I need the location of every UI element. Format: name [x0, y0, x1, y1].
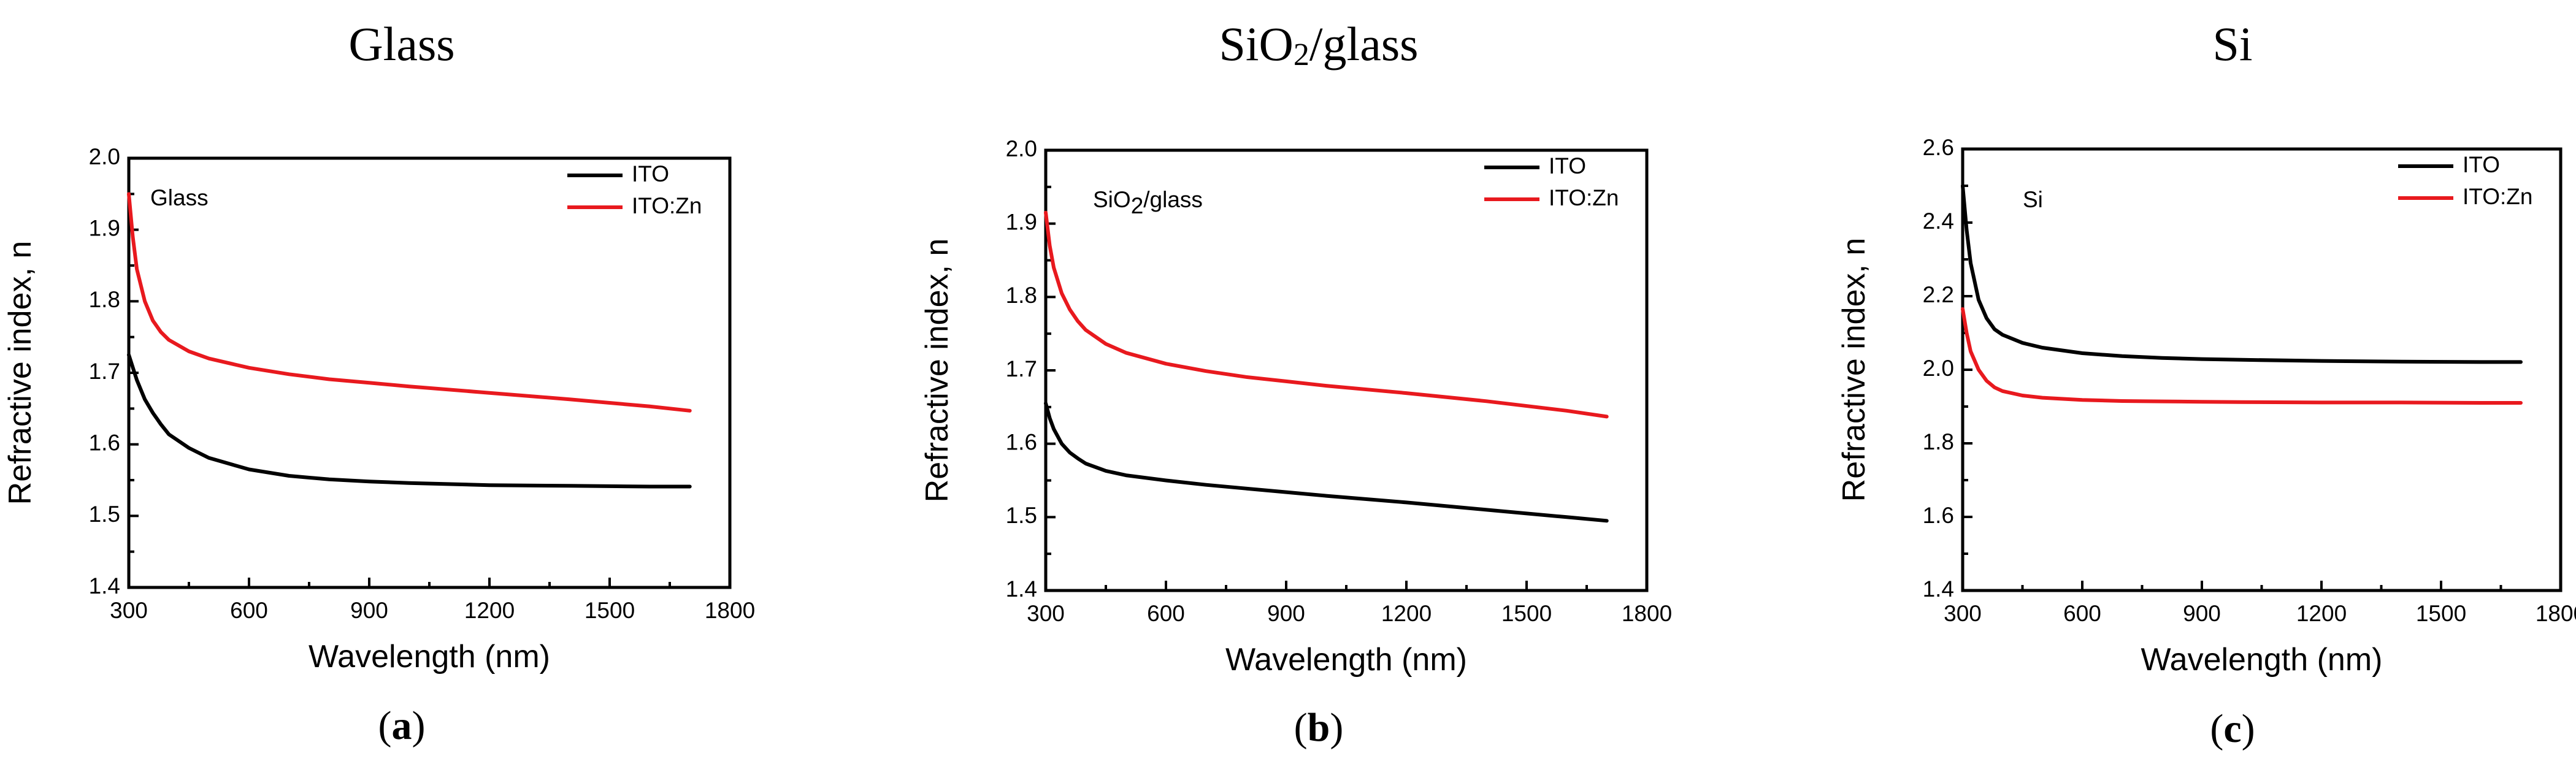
y-tick-label: 1.4: [89, 573, 120, 598]
inset-label: Glass: [150, 185, 209, 210]
y-tick-label: 1.9: [1006, 209, 1037, 234]
y-tick-label: 2.4: [1923, 208, 1954, 234]
x-tick-label: 600: [1147, 601, 1185, 626]
y-tick-label: 1.9: [89, 215, 120, 240]
x-tick-label: 300: [1944, 601, 1982, 626]
legend-label: ITO: [2463, 152, 2500, 177]
y-axis-title: Refractive index, n: [919, 239, 955, 503]
caption-letter: a: [392, 703, 412, 748]
panel-title-subscript: 2: [1294, 37, 1309, 72]
x-tick-label: 1800: [1622, 601, 1672, 626]
x-tick-label: 1500: [1501, 601, 1552, 626]
y-tick-label: 1.4: [1006, 576, 1037, 602]
y-tick-label: 1.6: [89, 430, 120, 455]
inset-label-subscript: 2: [1131, 193, 1144, 218]
y-tick-label: 1.7: [89, 359, 120, 384]
y-axis-title: Refractive index, n: [1836, 238, 1872, 502]
x-axis-title: Wavelength (nm): [1225, 642, 1467, 678]
caption-letter: b: [1308, 705, 1330, 750]
chart-panel-a: Glass 300 600 900 1200 1500 1800 1.4 1.5 1.6 1.7 1.…: [2, 17, 755, 748]
x-tick-label: 1200: [2296, 601, 2347, 626]
legend-label: ITO: [1549, 153, 1586, 178]
legend-label: ITO:Zn: [632, 193, 702, 218]
caption-letter: c: [2223, 706, 2241, 751]
plot-frame: [127, 156, 732, 589]
y-tick-label: 2.6: [1923, 135, 1954, 160]
y-tick-label: 1.4: [1923, 576, 1954, 602]
x-tick-label: 1800: [2536, 601, 2576, 626]
series-line-ito-zn: [127, 192, 692, 413]
panel-title-part: /glass: [1309, 17, 1419, 71]
inset-label-part: SiO: [1093, 187, 1131, 212]
caption-paren: ): [2242, 706, 2255, 751]
caption-paren: (: [378, 703, 392, 748]
plot-frame: [1961, 147, 2563, 592]
x-tick-label: 900: [1267, 601, 1305, 626]
caption-paren: ): [1330, 705, 1343, 750]
x-tick-label: 900: [2183, 601, 2221, 626]
y-tick-label: 1.5: [1006, 503, 1037, 528]
inset-label: Si: [2023, 187, 2043, 212]
x-axis-title: Wavelength (nm): [309, 639, 550, 675]
inset-label-part: /glass: [1143, 187, 1203, 212]
panel-caption: (b): [1294, 705, 1344, 750]
x-tick-label: 1200: [464, 598, 515, 623]
y-tick-label: 1.8: [89, 287, 120, 312]
series-line-ito-zn: [1961, 307, 2523, 405]
inset-label: SiO2/glass: [1093, 187, 1203, 218]
panel-title: Si: [2212, 17, 2252, 71]
y-axis-title: Refractive index, n: [2, 241, 38, 505]
y-tick-label: 1.8: [1006, 283, 1037, 308]
series-line-ito-zn: [1044, 210, 1609, 419]
y-tick-label: 2.0: [1923, 356, 1954, 381]
x-tick-label: 300: [110, 598, 148, 623]
x-tick-label: 600: [230, 598, 268, 623]
panel-caption: (a): [378, 703, 426, 748]
y-tick-label: 1.8: [1923, 429, 1954, 454]
caption-paren: ): [412, 703, 426, 748]
y-tick-label: 1.7: [1006, 356, 1037, 381]
panel-caption: (c): [2210, 706, 2255, 751]
panel-title: Glass: [348, 17, 454, 71]
caption-paren: (: [2210, 706, 2223, 751]
series-line-ito: [127, 353, 692, 489]
x-tick-label: 1200: [1381, 601, 1432, 626]
panel-title-part: SiO: [1219, 17, 1293, 71]
y-tick-label: 2.0: [1006, 136, 1037, 161]
y-tick-label: 1.5: [89, 502, 120, 527]
series-line-ito: [1044, 401, 1609, 523]
legend-label: ITO: [632, 161, 669, 186]
x-tick-label: 600: [2063, 601, 2101, 626]
panel-title: SiO2/glass: [1219, 17, 1418, 72]
y-tick-label: 1.6: [1006, 429, 1037, 454]
series-line-ito: [1961, 184, 2523, 364]
x-tick-label: 900: [350, 598, 388, 623]
x-axis-title: Wavelength (nm): [2141, 642, 2383, 678]
y-tick-label: 1.6: [1923, 503, 1954, 528]
y-tick-label: 2.0: [89, 144, 120, 169]
legend-label: ITO:Zn: [2463, 184, 2532, 209]
chart-panel-c: Si 300 600 900 1200 1500 1800 1.4 1.6 1.8 2.0 2.2 2.…: [1836, 17, 2576, 751]
legend-label: ITO:Zn: [1549, 185, 1619, 210]
x-tick-label: 1800: [705, 598, 755, 623]
x-tick-label: 1500: [2416, 601, 2466, 626]
caption-paren: (: [1294, 705, 1308, 750]
x-tick-label: 1500: [585, 598, 635, 623]
x-tick-label: 300: [1027, 601, 1065, 626]
y-tick-label: 2.2: [1923, 282, 1954, 307]
